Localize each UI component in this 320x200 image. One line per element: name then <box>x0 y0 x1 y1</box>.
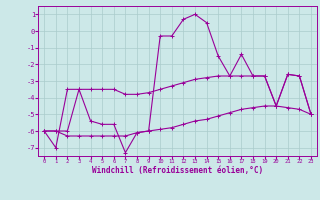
X-axis label: Windchill (Refroidissement éolien,°C): Windchill (Refroidissement éolien,°C) <box>92 166 263 175</box>
